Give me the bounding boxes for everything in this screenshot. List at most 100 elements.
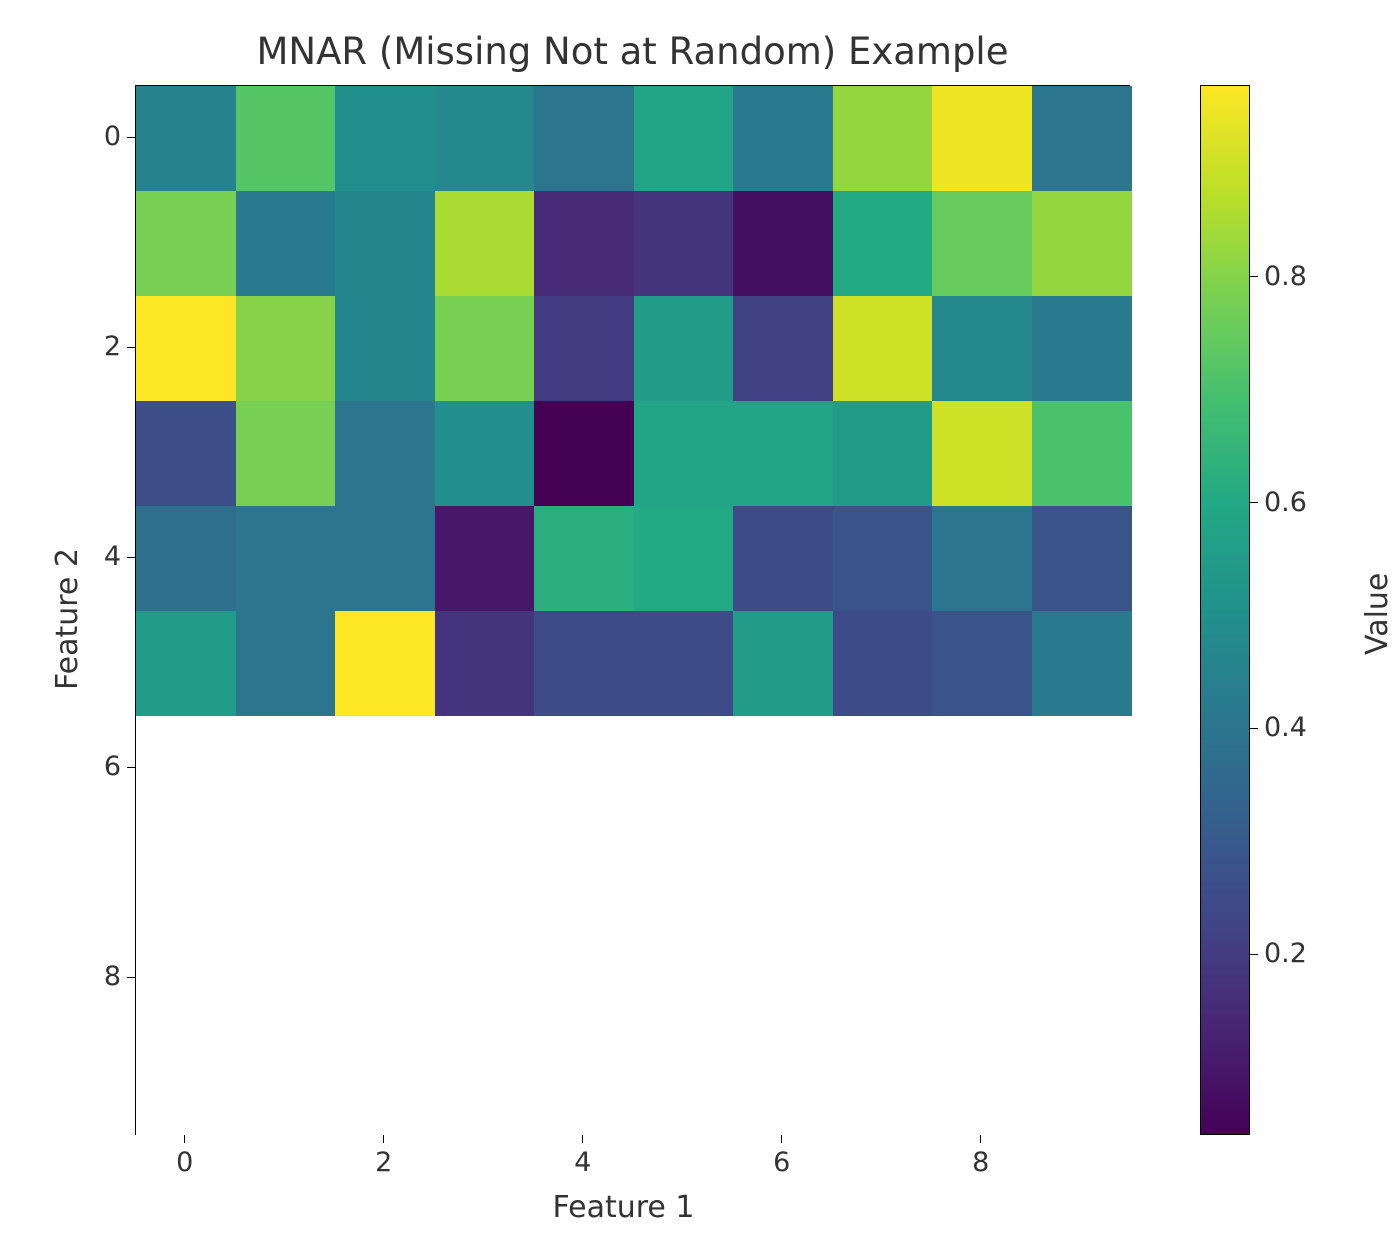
heatmap-cell: [236, 191, 336, 297]
heatmap-cell: [335, 611, 435, 717]
x-tick-label: 0: [165, 1147, 205, 1178]
colorbar-gradient: [1200, 85, 1250, 1135]
heatmap-cell: [236, 401, 336, 507]
colorbar-label: Value: [1360, 573, 1393, 655]
colorbar-tick-label: 0.6: [1264, 487, 1307, 518]
heatmap-cell: [1032, 716, 1132, 822]
x-tick-mark: [582, 1135, 583, 1143]
heatmap-cell: [136, 296, 236, 402]
heatmap-cell: [1032, 611, 1132, 717]
heatmap-cell: [1032, 401, 1132, 507]
colorbar-tick-mark: [1250, 954, 1258, 955]
heatmap-cell: [136, 926, 236, 1032]
heatmap-cell: [932, 191, 1032, 297]
x-tick-mark: [383, 1135, 384, 1143]
heatmap-cell: [335, 926, 435, 1032]
heatmap-cell: [932, 926, 1032, 1032]
heatmap-cell: [1032, 926, 1132, 1032]
colorbar-tick-label: 0.4: [1264, 712, 1307, 743]
heatmap-cells: [136, 86, 1129, 1134]
heatmap-cell: [534, 401, 634, 507]
heatmap-cell: [534, 1031, 634, 1137]
heatmap-cell: [534, 611, 634, 717]
y-axis-label: Feature 2: [50, 548, 85, 690]
heatmap-cell: [435, 191, 535, 297]
heatmap-cell: [932, 611, 1032, 717]
heatmap-cell: [733, 1031, 833, 1137]
heatmap-cell: [236, 821, 336, 927]
heatmap-cell: [932, 506, 1032, 612]
heatmap-cell: [932, 86, 1032, 192]
heatmap-cell: [833, 296, 933, 402]
figure: MNAR (Missing Not at Random) Example 024…: [0, 0, 1393, 1241]
heatmap-cell: [634, 611, 734, 717]
x-tick-mark: [184, 1135, 185, 1143]
y-tick-label: 2: [85, 331, 121, 362]
heatmap-cell: [733, 506, 833, 612]
heatmap-axes: [135, 85, 1130, 1135]
heatmap-cell: [733, 86, 833, 192]
heatmap-cell: [335, 191, 435, 297]
x-tick-mark: [781, 1135, 782, 1143]
heatmap-cell: [932, 296, 1032, 402]
heatmap-cell: [932, 401, 1032, 507]
heatmap-cell: [435, 611, 535, 717]
heatmap-cell: [1032, 506, 1132, 612]
y-tick-label: 4: [85, 541, 121, 572]
heatmap-cell: [534, 296, 634, 402]
heatmap-cell: [136, 821, 236, 927]
heatmap-cell: [733, 191, 833, 297]
heatmap-cell: [534, 926, 634, 1032]
heatmap-cell: [833, 1031, 933, 1137]
colorbar-tick-mark: [1250, 276, 1258, 277]
heatmap-cell: [335, 86, 435, 192]
heatmap-cell: [435, 401, 535, 507]
heatmap-cell: [335, 296, 435, 402]
heatmap-cell: [136, 86, 236, 192]
heatmap-cell: [534, 506, 634, 612]
heatmap-cell: [733, 611, 833, 717]
heatmap-cell: [833, 611, 933, 717]
heatmap-cell: [634, 296, 734, 402]
heatmap-cell: [1032, 1031, 1132, 1137]
heatmap-cell: [634, 821, 734, 927]
heatmap-cell: [733, 821, 833, 927]
heatmap-cell: [733, 401, 833, 507]
heatmap-cell: [833, 191, 933, 297]
heatmap-cell: [435, 926, 535, 1032]
heatmap-cell: [236, 86, 336, 192]
x-tick-label: 2: [364, 1147, 404, 1178]
heatmap-cell: [236, 1031, 336, 1137]
heatmap-cell: [733, 926, 833, 1032]
heatmap-cell: [335, 716, 435, 822]
heatmap-cell: [534, 821, 634, 927]
heatmap-cell: [534, 716, 634, 822]
heatmap-cell: [833, 716, 933, 822]
heatmap-cell: [136, 506, 236, 612]
y-tick-mark: [127, 347, 135, 348]
heatmap-cell: [1032, 86, 1132, 192]
colorbar-tick-label: 0.8: [1264, 261, 1307, 292]
y-tick-mark: [127, 767, 135, 768]
heatmap-cell: [634, 191, 734, 297]
heatmap-cell: [236, 296, 336, 402]
x-tick-label: 4: [563, 1147, 603, 1178]
heatmap-cell: [236, 611, 336, 717]
heatmap-cell: [335, 821, 435, 927]
heatmap-cell: [833, 506, 933, 612]
heatmap-cell: [335, 401, 435, 507]
heatmap-cell: [435, 506, 535, 612]
heatmap-cell: [136, 1031, 236, 1137]
y-tick-mark: [127, 977, 135, 978]
heatmap-cell: [136, 191, 236, 297]
heatmap-cell: [236, 506, 336, 612]
heatmap-cell: [833, 86, 933, 192]
y-tick-mark: [127, 557, 135, 558]
heatmap-cell: [1032, 191, 1132, 297]
heatmap-cell: [335, 506, 435, 612]
heatmap-cell: [833, 821, 933, 927]
heatmap-cell: [335, 1031, 435, 1137]
heatmap-cell: [435, 1031, 535, 1137]
x-tick-label: 6: [762, 1147, 802, 1178]
heatmap-cell: [634, 86, 734, 192]
